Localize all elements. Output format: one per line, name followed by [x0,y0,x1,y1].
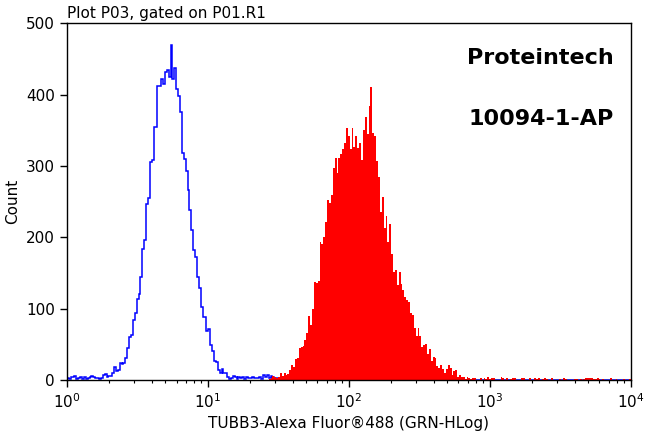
Text: 10094-1-AP: 10094-1-AP [469,109,614,129]
Text: Proteintech: Proteintech [467,48,614,68]
Y-axis label: Count: Count [6,179,21,224]
X-axis label: TUBB3-Alexa Fluor®488 (GRN-HLog): TUBB3-Alexa Fluor®488 (GRN-HLog) [208,416,489,431]
Text: Plot P03, gated on P01.R1: Plot P03, gated on P01.R1 [67,6,266,21]
